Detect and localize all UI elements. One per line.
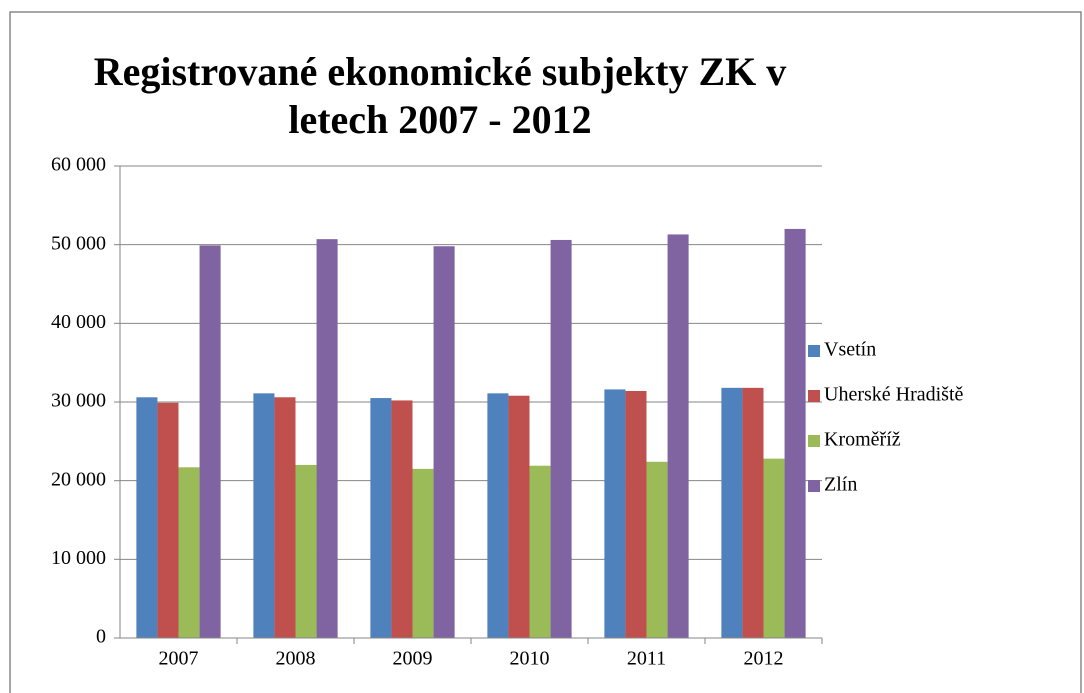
x-tick-label: 2010	[510, 648, 550, 670]
chart-frame	[9, 11, 1082, 693]
y-tick-label: 40 000	[51, 311, 106, 333]
y-tick-label: 60 000	[51, 154, 106, 176]
chart-title: Registrované ekonomické subjekty ZK v le…	[93, 49, 787, 142]
bar	[295, 464, 317, 638]
bar	[784, 228, 806, 638]
bar	[433, 246, 455, 639]
bar	[721, 387, 743, 638]
bar	[412, 468, 434, 638]
bar	[136, 397, 158, 638]
x-tick-label: 2009	[393, 648, 433, 670]
x-tick-label: 2008	[276, 648, 316, 670]
bar	[625, 390, 647, 638]
bar	[199, 245, 221, 638]
bar	[508, 395, 530, 638]
y-tick-label: 30 000	[51, 390, 106, 412]
legend-swatch	[808, 345, 820, 357]
legend-label: Zlín	[824, 474, 857, 496]
bar	[667, 234, 689, 638]
bar	[157, 402, 179, 638]
bar	[253, 393, 275, 638]
bar	[646, 461, 668, 638]
legend-label: Vsetín	[824, 339, 876, 361]
y-tick-label: 50 000	[51, 232, 106, 254]
bar	[274, 397, 296, 638]
bar	[550, 239, 572, 639]
x-tick-label: 2007	[159, 648, 199, 670]
legend-swatch	[808, 480, 820, 492]
bar	[604, 389, 626, 638]
bar	[529, 465, 551, 638]
y-tick-label: 10 000	[51, 547, 106, 569]
bar	[316, 239, 338, 638]
legend-label: Uherské Hradiště	[824, 384, 964, 406]
bar	[391, 400, 413, 638]
legend-swatch	[808, 435, 820, 447]
bar	[763, 458, 785, 638]
legend-swatch	[808, 390, 820, 402]
x-tick-label: 2011	[627, 648, 666, 670]
legend-label: Kroměříž	[824, 429, 901, 451]
y-tick-label: 0	[96, 626, 106, 648]
bar	[742, 387, 764, 638]
bar	[370, 398, 392, 638]
y-tick-label: 20 000	[51, 468, 106, 490]
x-tick-label: 2012	[744, 648, 784, 670]
bar	[178, 467, 200, 638]
bar	[487, 393, 509, 638]
